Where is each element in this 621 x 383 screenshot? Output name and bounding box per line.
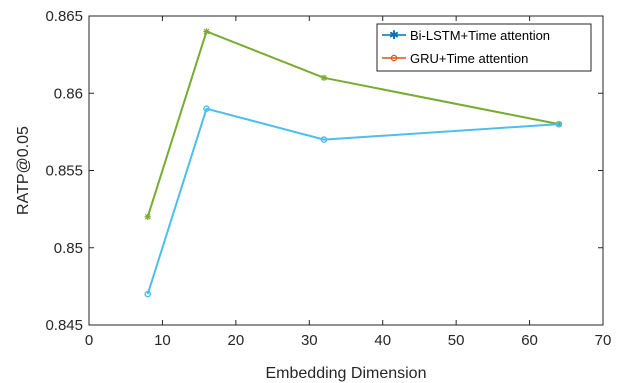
legend-entry-gru: GRU+Time attention xyxy=(382,51,528,66)
x-tick-label: 70 xyxy=(595,332,612,349)
y-axis-label: RATP@0.05 xyxy=(15,126,32,215)
x-axis-label: Embedding Dimension xyxy=(266,365,427,382)
y-tick-label: 0.845 xyxy=(45,317,83,334)
asterisk-marker-icon: ✱ xyxy=(389,28,399,42)
legend-box xyxy=(376,23,592,72)
data-point-asterisk xyxy=(203,28,210,35)
y-tick-label: 0.85 xyxy=(54,240,83,257)
x-tick-label: 10 xyxy=(154,332,171,349)
y-tick-label: 0.855 xyxy=(45,163,83,180)
x-tick-label: 0 xyxy=(85,332,93,349)
data-point-circle xyxy=(144,290,152,298)
tick-layer: 0 10 20 30 40 50 60 70 0.845 0.85 0.855 0.86 0.865 xyxy=(45,8,611,349)
legend: ✱ Bi-LSTM+Time attention GRU+Time attent… xyxy=(376,23,592,72)
x-tick-label: 50 xyxy=(448,332,465,349)
x-tick-label: 40 xyxy=(374,332,391,349)
x-tick-label: 30 xyxy=(301,332,318,349)
series-layer xyxy=(144,28,563,298)
series-line-0 xyxy=(146,30,560,218)
data-point-asterisk xyxy=(320,74,328,81)
legend-label-bilstm: Bi-LSTM+Time attention xyxy=(410,28,550,43)
y-tick-label: 0.86 xyxy=(54,85,83,102)
y-tick-label: 0.865 xyxy=(45,8,83,25)
x-tick-label: 60 xyxy=(521,332,538,349)
legend-entry-bilstm: ✱ Bi-LSTM+Time attention xyxy=(382,28,550,43)
circle-marker-icon xyxy=(390,54,398,62)
series-line-1 xyxy=(146,107,560,295)
data-point-circle xyxy=(203,105,210,112)
data-point-asterisk xyxy=(144,213,151,221)
data-point-circle xyxy=(320,136,328,143)
legend-label-gru: GRU+Time attention xyxy=(410,51,528,66)
data-point-circle xyxy=(555,120,563,128)
x-tick-label: 20 xyxy=(228,332,245,349)
